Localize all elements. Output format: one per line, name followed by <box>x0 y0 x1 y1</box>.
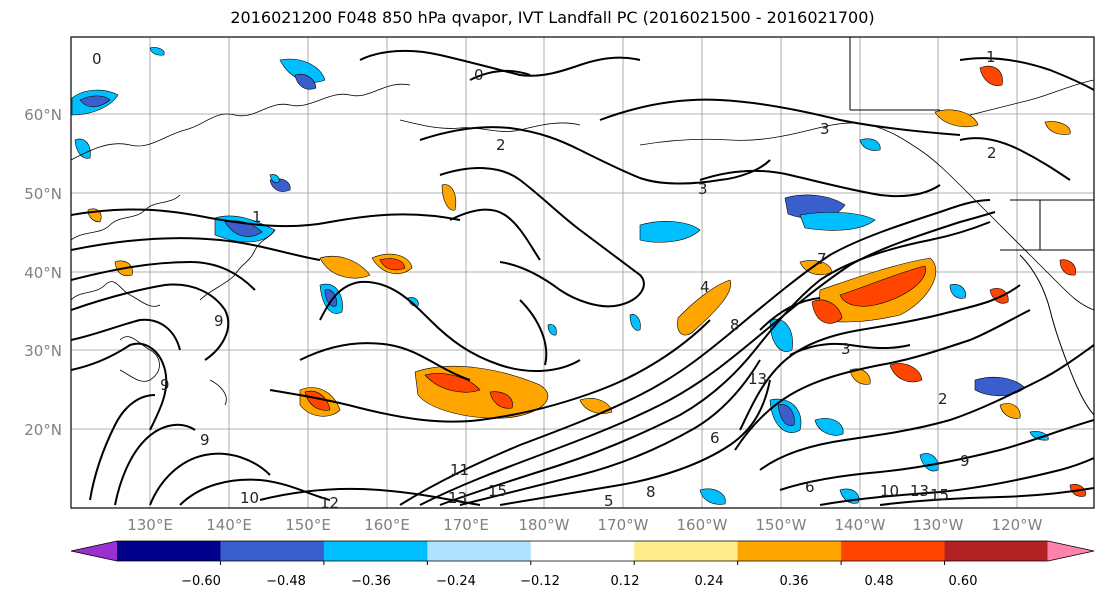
contour-label: 0 <box>92 50 102 68</box>
contour-label: 0 <box>474 66 484 84</box>
lon-label: 130°W <box>913 516 964 534</box>
colorbar-segment <box>944 541 1049 561</box>
map-area <box>71 37 1094 508</box>
colorbar-segment <box>841 541 946 561</box>
contour-label: 4 <box>700 278 710 296</box>
contour-label: 5 <box>604 492 614 510</box>
colorbar-segment <box>634 541 739 561</box>
lon-label: 140°E <box>206 516 252 534</box>
contour-label: 12 <box>320 494 339 512</box>
contour-label: 2 <box>987 144 997 162</box>
colorbar-tick-label: 0.12 <box>611 574 640 589</box>
contour-label: 9 <box>160 376 170 394</box>
lon-label: 120°W <box>992 516 1043 534</box>
lon-label: 160°E <box>364 516 410 534</box>
contour-label: 1 <box>986 48 996 66</box>
boundaries <box>849 37 1094 251</box>
contour-label: 15 <box>930 486 949 504</box>
contour-label: 2 <box>938 390 948 408</box>
lat-label-40n: 40°N <box>24 264 62 282</box>
lat-label-50n: 50°N <box>24 185 62 203</box>
lat-label-60n: 60°N <box>24 106 62 124</box>
contour-label: 9 <box>200 431 210 449</box>
map-title: 2016021200 F048 850 hPa qvapor, IVT Land… <box>230 8 875 27</box>
contour-label: 10 <box>880 482 899 500</box>
lon-label: 150°W <box>756 516 807 534</box>
contour-labels: 0 0 1 1 2 2 2 3 3 3 4 5 6 6 7 8 8 9 9 9 … <box>92 48 997 512</box>
lon-label: 160°W <box>677 516 728 534</box>
lat-label-30n: 30°N <box>24 342 62 360</box>
east-coast <box>1019 254 1094 416</box>
contour-label: 11 <box>450 461 469 479</box>
contour-label: 7 <box>817 250 827 268</box>
colorbar-segment <box>530 541 635 561</box>
coastlines <box>71 79 1094 406</box>
lon-label: 170°W <box>598 516 649 534</box>
lon-label: 170°E <box>443 516 489 534</box>
contour-label: 3 <box>841 340 851 358</box>
contour-label: 2 <box>496 136 506 154</box>
contour-label: 10 <box>240 489 259 507</box>
colorbar-segment <box>220 541 325 561</box>
colorbar-tick-label: 0.36 <box>780 574 809 589</box>
contour-label: 13 <box>910 482 929 500</box>
colorbar-tick-label: 0.60 <box>949 574 978 589</box>
contour-label: 3 <box>820 120 830 138</box>
colorbar-tick-label: −0.48 <box>266 574 306 589</box>
lon-label: 130°E <box>127 516 173 534</box>
contour-label: 3 <box>698 180 708 198</box>
colorbar-extend-low <box>71 541 118 561</box>
lat-label-20n: 20°N <box>24 421 62 439</box>
colorbar-tick-label: −0.36 <box>351 574 391 589</box>
colorbar-extend-high <box>1047 541 1094 561</box>
colorbar <box>70 540 1095 565</box>
contour-label: 8 <box>730 316 740 334</box>
contour-label: 8 <box>646 483 656 501</box>
contour-label: 9 <box>214 312 224 330</box>
contour-label: 15 <box>488 482 507 500</box>
qvapor-shading <box>71 47 1086 505</box>
lon-label: 180°W <box>519 516 570 534</box>
colorbar-outline <box>70 540 1095 562</box>
ivt-contours <box>71 49 1094 506</box>
colorbar-tick-label: −0.24 <box>436 574 476 589</box>
contour-label: 6 <box>805 478 815 496</box>
colorbar-tick-label: −0.12 <box>520 574 560 589</box>
lon-label: 150°E <box>285 516 331 534</box>
colorbar-tick-label: −0.60 <box>181 574 221 589</box>
longitude-labels: 130°E 140°E 150°E 160°E 170°E 180°W 170°… <box>127 516 1042 534</box>
colorbar-segment <box>117 541 221 561</box>
colorbar-tick-label: 0.48 <box>865 574 894 589</box>
contour-label: 6 <box>710 429 720 447</box>
contour-label: 13 <box>448 489 467 507</box>
colorbar-ticks: −0.60 −0.48 −0.36 −0.24 −0.12 0.12 0.24 … <box>181 574 977 589</box>
colorbar-tick-label: 0.24 <box>695 574 724 589</box>
colorbar-segment <box>737 541 842 561</box>
contour-label: 13 <box>748 370 767 388</box>
contour-label: 1 <box>252 208 262 226</box>
colorbar-segment <box>323 541 428 561</box>
colorbar-segment <box>427 541 532 561</box>
contour-label: 9 <box>960 452 970 470</box>
latitude-labels: 60°N 50°N 40°N 30°N 20°N <box>24 106 62 439</box>
map-border <box>70 36 1095 509</box>
lon-label: 140°W <box>835 516 886 534</box>
